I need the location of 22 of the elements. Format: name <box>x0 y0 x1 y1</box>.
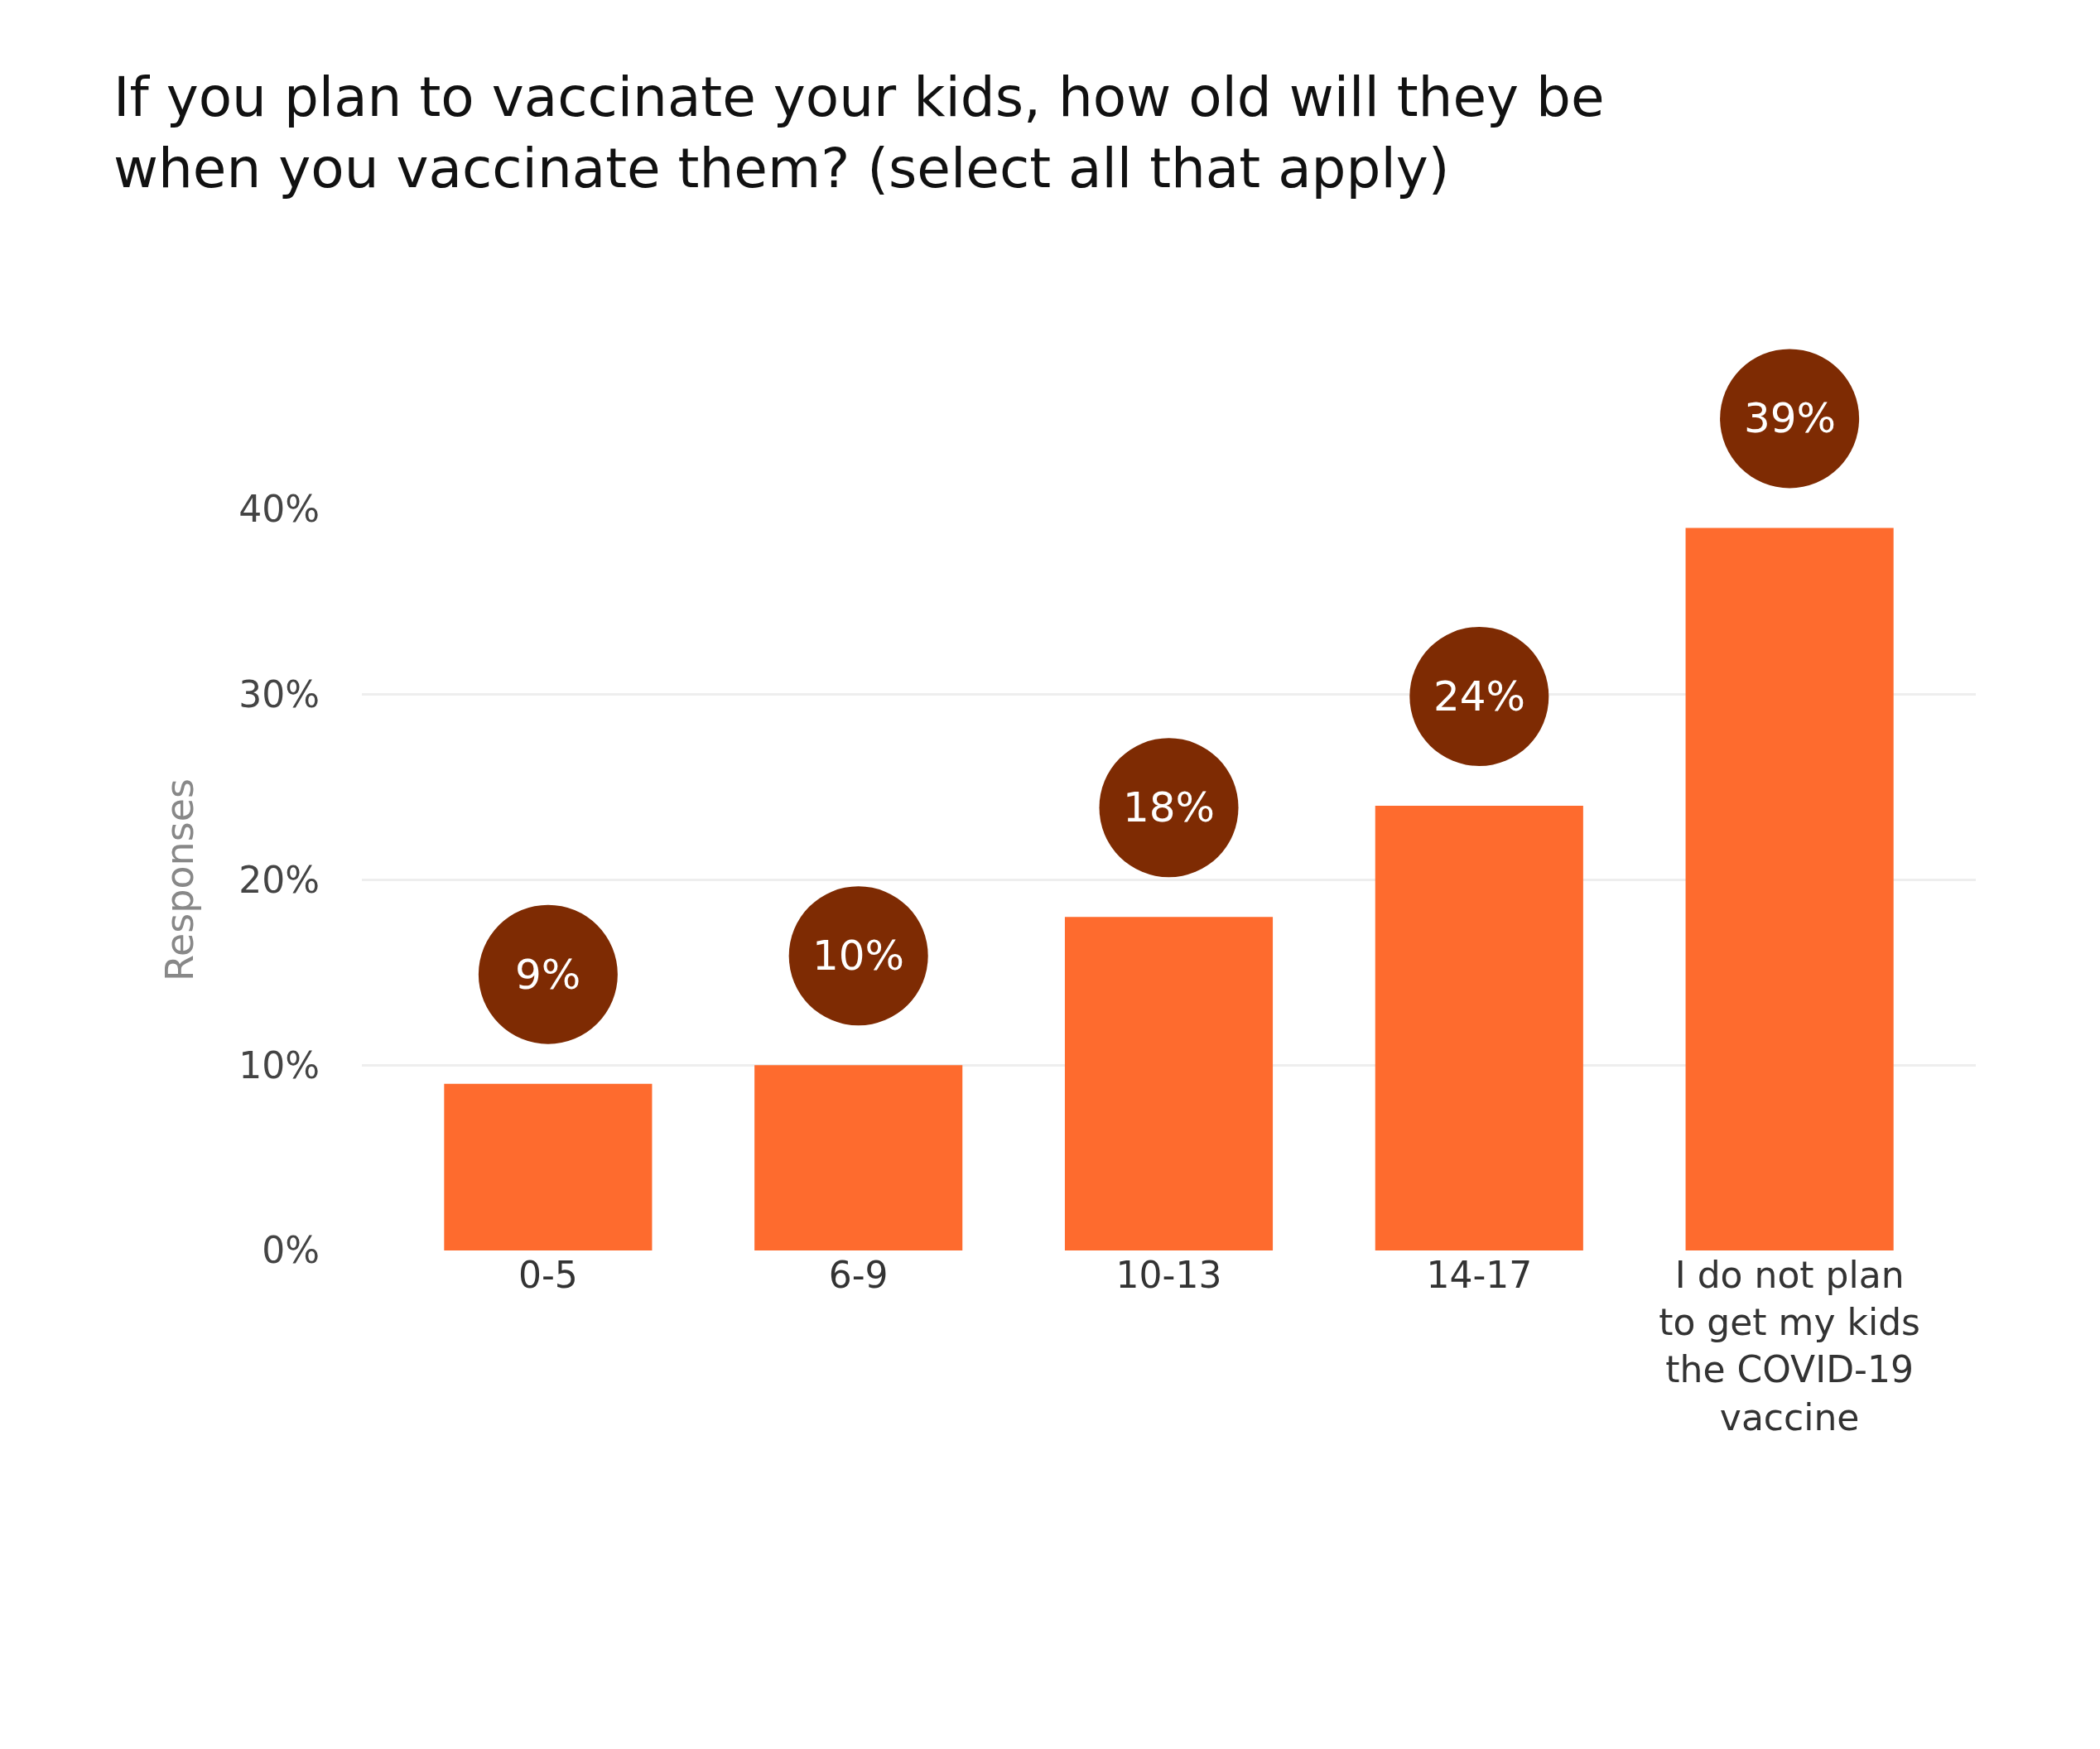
y-tick-label: 20% <box>238 858 320 901</box>
bar <box>444 1083 653 1250</box>
bar <box>1064 917 1274 1250</box>
data-label: 39% <box>1744 394 1837 442</box>
bar <box>1375 806 1583 1250</box>
x-tick-label: I do not plan to get my kids the COVID-19 vaccine <box>1659 1254 1921 1438</box>
y-axis-title: Responses <box>157 778 202 981</box>
data-label: 10% <box>812 932 905 980</box>
data-label: 9% <box>515 951 581 999</box>
y-tick-label: 40% <box>238 488 320 531</box>
bar <box>754 1065 963 1250</box>
y-tick-label: 30% <box>238 673 320 716</box>
x-tick-label: 6-9 <box>828 1254 889 1296</box>
x-tick-label: 14-17 <box>1426 1254 1533 1296</box>
y-tick-label: 10% <box>238 1043 320 1086</box>
chart-title: If you plan to vaccinate your kids, how old will they be when you vaccinate them? (select all that apply) <box>113 65 1605 200</box>
x-tick-label: 10-13 <box>1115 1254 1222 1296</box>
bar <box>1685 528 1894 1250</box>
y-tick-label: 0% <box>262 1229 320 1272</box>
data-label: 18% <box>1123 783 1216 831</box>
data-label: 24% <box>1433 672 1526 720</box>
x-tick-label: 0-5 <box>518 1254 578 1296</box>
